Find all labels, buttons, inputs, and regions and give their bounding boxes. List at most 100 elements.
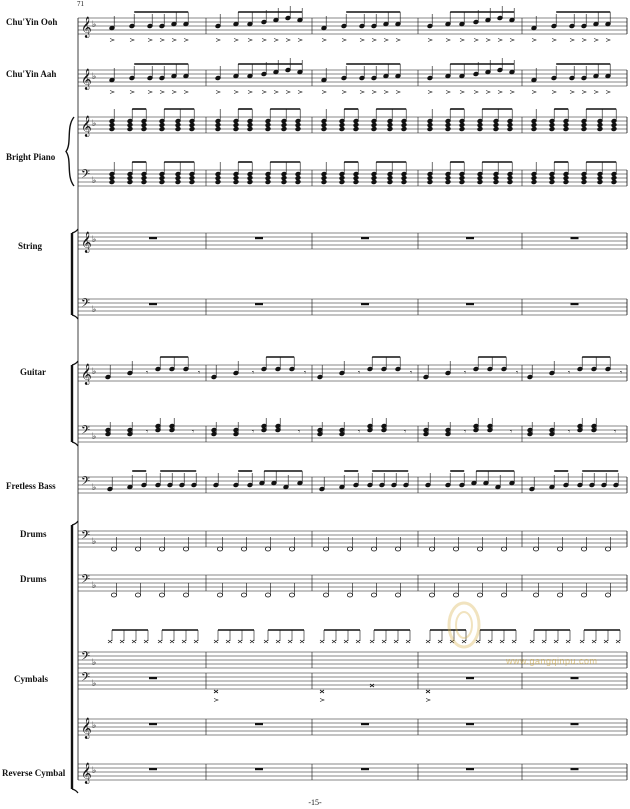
clef-icon: 𝄢 — [81, 671, 90, 687]
drum-note-head — [533, 546, 540, 552]
piano-brace-icon — [65, 116, 75, 187]
note-head — [175, 126, 181, 132]
accent-mark — [445, 90, 451, 94]
note-head — [321, 126, 327, 132]
hihat-x-head — [275, 639, 281, 644]
accent-mark — [215, 38, 221, 42]
note-head — [317, 427, 323, 433]
accent-mark — [581, 90, 587, 94]
whole-rest-icon — [466, 237, 474, 240]
string-bracket-icon-cap — [71, 228, 79, 234]
accent-mark — [569, 38, 575, 42]
rest-icon: 𝄾 — [198, 368, 200, 377]
flat-icon: ♭ — [92, 658, 96, 668]
note-head — [353, 126, 359, 132]
clef-icon: 𝄢 — [81, 573, 90, 589]
note-head — [155, 423, 161, 429]
flat-icon: ♭ — [92, 483, 96, 493]
note-head — [261, 423, 267, 429]
label-string: String — [18, 241, 43, 251]
accent-mark — [215, 90, 221, 94]
whole-rest-icon — [255, 237, 263, 240]
note-head — [427, 126, 433, 132]
note-head — [367, 423, 373, 429]
accent-mark — [319, 698, 325, 702]
whole-rest-icon — [361, 303, 369, 306]
note-head — [597, 179, 603, 185]
note-head — [459, 179, 465, 185]
clef-icon: 𝄢 — [81, 168, 90, 184]
drum-note-head — [322, 546, 329, 552]
hihat-x-head — [237, 639, 243, 644]
hihat-x-head — [511, 639, 517, 644]
drum-note-head — [346, 546, 353, 552]
whole-rest-icon — [570, 768, 579, 771]
note-head — [531, 126, 537, 132]
hihat-x-head — [319, 639, 325, 644]
flat-icon: ♭ — [92, 721, 96, 731]
clef-icon: 𝄞 — [81, 17, 92, 38]
rest-icon: 𝄾 — [192, 427, 194, 436]
note-head — [127, 427, 133, 433]
accent-mark — [233, 90, 239, 94]
drum-note-head — [216, 592, 223, 598]
accent-mark — [485, 38, 491, 42]
whole-rest-icon — [466, 723, 474, 726]
accent-mark — [551, 90, 557, 94]
accent-mark — [395, 90, 401, 94]
drum-note-head — [182, 592, 189, 598]
hihat-x-head — [249, 639, 255, 644]
hihat-x-head — [169, 639, 175, 644]
note-head — [281, 126, 287, 132]
flat-icon: ♭ — [92, 176, 96, 186]
note-head — [247, 126, 253, 132]
accent-mark — [459, 90, 465, 94]
accent-mark — [261, 38, 267, 42]
whole-rest-icon — [149, 723, 157, 726]
hihat-x-head — [287, 639, 293, 644]
accent-mark — [531, 38, 537, 42]
clef-icon: 𝄢 — [81, 650, 90, 666]
cymbal-x-head — [213, 689, 219, 694]
accent-mark — [129, 38, 135, 42]
whole-rest-icon — [255, 723, 263, 726]
rest-icon: 𝄾 — [146, 368, 148, 377]
rest-icon: 𝄾 — [516, 368, 518, 377]
accent-mark — [497, 90, 503, 94]
hihat-x-head — [393, 639, 399, 644]
clef-icon: 𝄞 — [81, 763, 92, 784]
note-head — [339, 427, 345, 433]
hihat-x-head — [553, 639, 559, 644]
note-head — [141, 126, 147, 132]
flat-icon: ♭ — [92, 581, 96, 591]
drum-note-head — [428, 546, 435, 552]
accent-mark — [371, 90, 377, 94]
string-bracket-icon-cap — [71, 314, 79, 320]
whole-rest-icon — [570, 677, 579, 680]
clef-icon: 𝄢 — [81, 475, 90, 491]
hihat-x-head — [541, 639, 547, 644]
accent-mark — [147, 38, 153, 42]
drum-note-head — [581, 546, 588, 552]
drum-note-head — [134, 592, 141, 598]
accent-mark — [171, 90, 177, 94]
note-head — [563, 126, 569, 132]
note-head — [549, 179, 555, 185]
drum-note-head — [111, 546, 118, 552]
accent-mark — [473, 90, 479, 94]
note-head — [159, 179, 165, 185]
note-head — [507, 179, 513, 185]
note-head — [531, 179, 537, 185]
accent-mark — [171, 38, 177, 42]
drum-note-head — [394, 592, 401, 598]
hihat-x-head — [119, 639, 125, 644]
note-head — [265, 179, 271, 185]
note-head — [549, 427, 555, 433]
note-head — [211, 427, 217, 433]
hihat-x-head — [263, 639, 269, 644]
note-head — [109, 126, 115, 132]
note-head — [159, 126, 165, 132]
drum-note-head — [158, 592, 165, 598]
note-head — [611, 126, 617, 132]
rest-icon: 𝄾 — [358, 427, 360, 436]
